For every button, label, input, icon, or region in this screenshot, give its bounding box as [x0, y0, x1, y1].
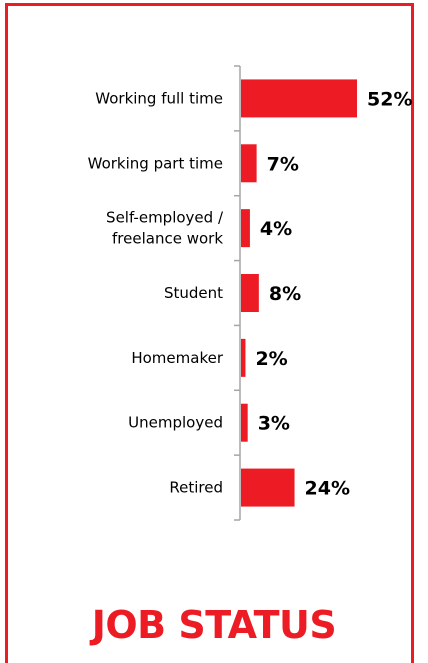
value-label: 4%	[260, 218, 292, 240]
job-status-bar-chart: Working full time 52% Working part time 7% S…	[88, 65, 412, 521]
value-label: 3%	[258, 413, 290, 435]
bar	[241, 403, 248, 442]
category-label: Working full time	[95, 89, 223, 107]
chart-title: JOB STATUS	[91, 603, 337, 647]
value-label: 7%	[267, 153, 299, 175]
card-frame	[5, 3, 414, 663]
bar	[241, 468, 295, 507]
bar	[241, 144, 257, 183]
bar	[241, 338, 246, 377]
bar	[241, 79, 357, 118]
bar	[241, 209, 250, 248]
category-label: freelance work	[112, 230, 223, 248]
value-label: 2%	[255, 348, 287, 370]
category-label: Unemployed	[128, 414, 223, 432]
value-label: 52%	[367, 88, 412, 110]
bar	[241, 274, 259, 312]
category-label: Retired	[169, 479, 223, 497]
value-label: 24%	[305, 478, 350, 500]
category-label: Student	[164, 284, 223, 302]
category-label: Working part time	[88, 154, 223, 172]
category-label: Self-employed /	[106, 209, 224, 227]
category-label: Homemaker	[131, 349, 223, 367]
value-label: 8%	[269, 283, 301, 305]
